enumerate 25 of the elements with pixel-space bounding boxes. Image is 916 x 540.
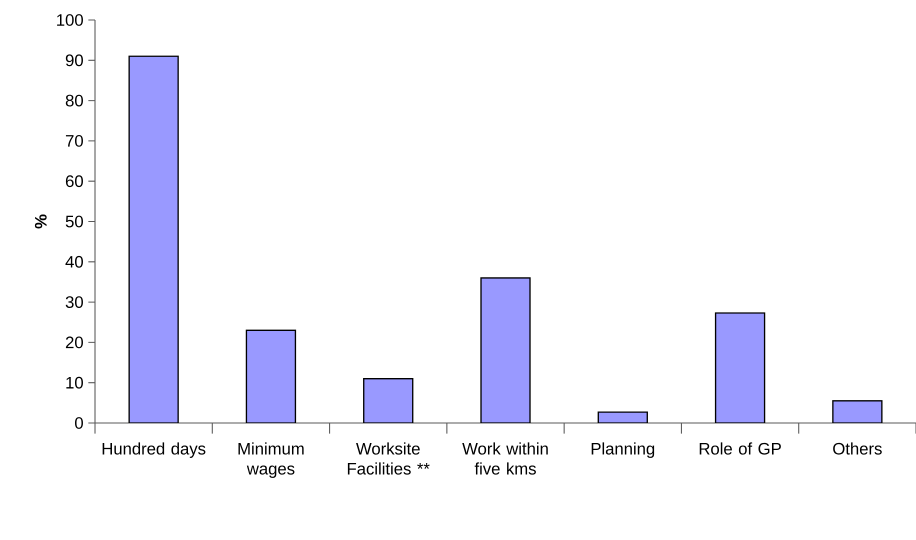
- x-tick-label: Role of GP: [700, 442, 781, 455]
- bar: [832, 400, 883, 423]
- y-tick-label: 100: [57, 14, 83, 26]
- bar: [246, 330, 296, 423]
- x-tick-label: Minimum wages: [238, 442, 304, 478]
- x-tick-label: Others: [833, 442, 882, 455]
- y-tick-label: 70: [66, 135, 83, 147]
- bar: [128, 56, 179, 423]
- x-tick-label: Hundred days: [102, 442, 206, 458]
- y-axis-title: %: [34, 214, 47, 228]
- y-tick-label: 90: [66, 54, 83, 66]
- bar: [363, 378, 414, 423]
- x-tick-label: Planning: [592, 442, 654, 458]
- y-tick-label: 40: [65, 256, 83, 268]
- y-tick-label: 0: [75, 417, 83, 429]
- x-tick-label: Work within five kms: [462, 442, 548, 475]
- y-tick-label: 60: [66, 175, 83, 188]
- bar: [714, 312, 766, 423]
- y-tick-label: 80: [66, 94, 83, 107]
- bar: [480, 277, 531, 423]
- y-tick-label: 20: [66, 336, 83, 348]
- x-tick-label: Worksite Facilities **: [348, 442, 430, 475]
- y-tick-label: 50: [66, 216, 83, 228]
- y-tick-label: 10: [66, 376, 83, 389]
- y-tick-label: 30: [66, 296, 83, 308]
